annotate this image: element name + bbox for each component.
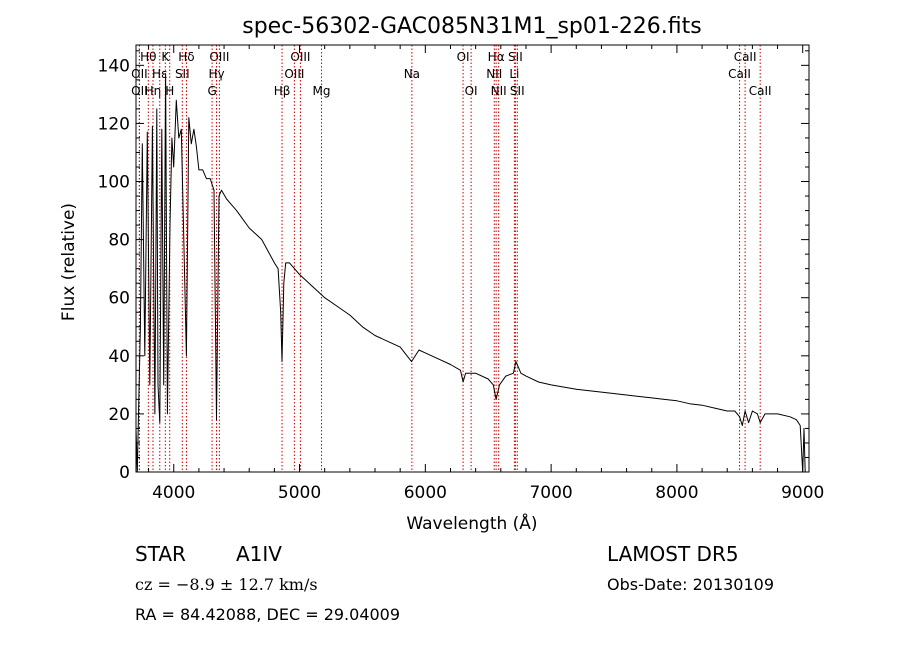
line-label-3: Hη (145, 84, 162, 98)
y-tick-label-6: 120 (98, 114, 130, 134)
obs-date-text: Obs-Date: 20130109 (607, 575, 775, 594)
x-tick-label-5: 9000 (781, 483, 824, 503)
chart-title: spec-56302-GAC085N31M1_sp01-226.fits (242, 14, 702, 39)
line-label-25: CaII (734, 50, 757, 64)
x-tick-label-3: 7000 (529, 483, 572, 503)
y-tick-label-5: 100 (98, 173, 130, 193)
line-label-11: G (207, 84, 216, 98)
x-tick-label-4: 8000 (655, 483, 698, 503)
line-label-17: OI (457, 50, 470, 64)
y-axis: 0 20 40 60 80 100 120 140 (98, 50, 809, 483)
y-tick-label-0: 0 (119, 463, 130, 483)
spectrum-line (135, 73, 806, 473)
y-tick-label-4: 80 (108, 231, 130, 251)
y-tick-label-3: 60 (108, 289, 130, 309)
radec-text: RA = 84.42088, DEC = 29.04009 (135, 605, 401, 624)
y-axis-label: Flux (relative) (59, 203, 79, 321)
x-tick-label-1: 5000 (278, 483, 321, 503)
line-label-5: K (161, 50, 170, 64)
line-label-12: Hβ (274, 84, 291, 98)
redshift-text: cz = −8.9 ± 12.7 km/s (135, 575, 318, 594)
line-label-6: H (165, 84, 174, 98)
line-label-23: Li (509, 67, 519, 81)
line-label-18: OI (465, 84, 478, 98)
line-label-24: SII (510, 84, 525, 98)
line-label-8: Hδ (178, 50, 194, 64)
line-label-27: CaII (749, 84, 772, 98)
survey-label: LAMOST DR5 (607, 542, 739, 566)
line-label-10: Hγ (208, 67, 224, 81)
line-label-19: Hα (488, 50, 505, 64)
line-label-14: OIII (284, 67, 304, 81)
object-subclass: A1IV (236, 542, 282, 566)
line-label-15: Mg (313, 84, 331, 98)
y-tick-label-2: 40 (108, 347, 130, 367)
x-axis: 4000 5000 6000 7000 8000 9000 (148, 45, 824, 503)
x-tick-label-2: 6000 (404, 483, 447, 503)
x-axis-label: Wavelength (Å) (406, 512, 537, 534)
plot-frame (135, 44, 810, 473)
line-label-21: NII (491, 84, 507, 98)
line-label-9: OIII (209, 50, 229, 64)
line-label-4: Hε (152, 67, 168, 81)
line-label-22: SII (508, 50, 523, 64)
y-tick-label-7: 140 (98, 56, 130, 76)
line-label-0: Hθ (140, 50, 156, 64)
y-tick-label-1: 20 (108, 405, 130, 425)
line-label-16: Na (404, 67, 420, 81)
x-tick-label-0: 4000 (152, 483, 195, 503)
object-class: STAR (135, 542, 186, 566)
line-label-13: OIII (290, 50, 310, 64)
line-label-2: OII (131, 84, 148, 98)
line-label-26: CaII (728, 67, 751, 81)
line-label-20: NII (486, 67, 502, 81)
line-label-7: SII (175, 67, 190, 81)
